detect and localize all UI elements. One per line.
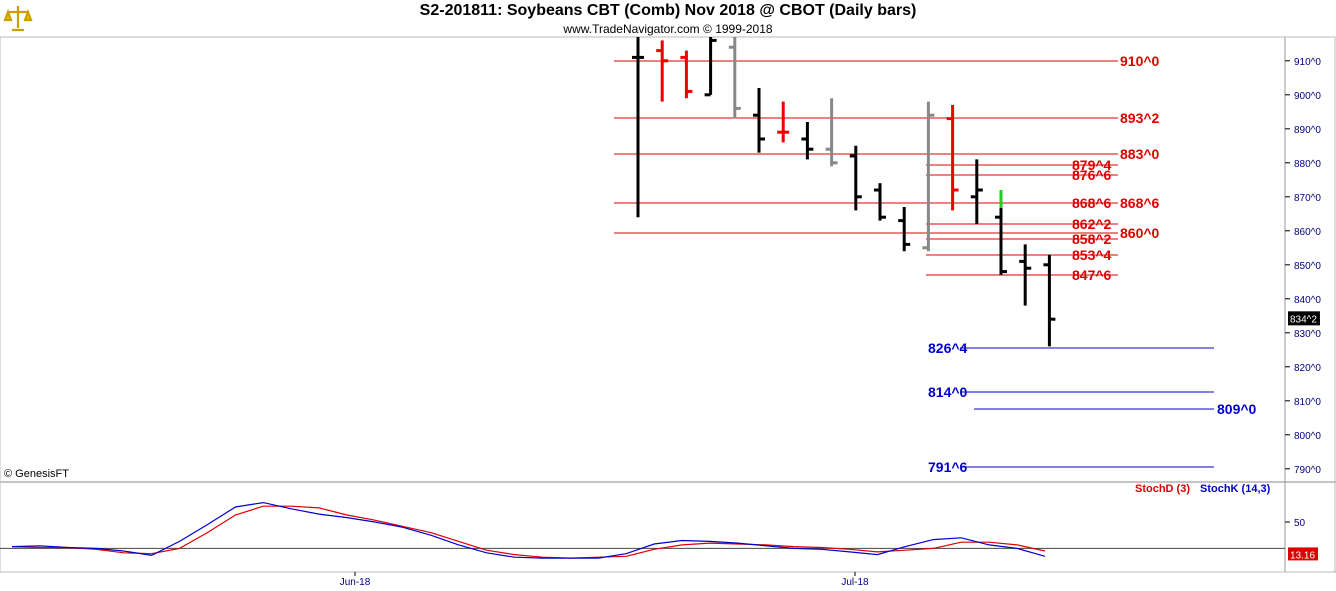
resistance-label: 868^6 xyxy=(1072,195,1112,211)
resistance-label: 860^0 xyxy=(1120,225,1160,241)
chart-subtitle: www.TradeNavigator.com © 1999-2018 xyxy=(563,22,773,36)
resistance-label: 862^2 xyxy=(1072,216,1112,232)
resistance-label: 883^0 xyxy=(1120,146,1160,162)
resistance-label: 893^2 xyxy=(1120,110,1160,126)
legend-stochk[interactable]: StochK (14,3) xyxy=(1200,483,1271,495)
price-tick-label: 900^0 xyxy=(1294,91,1321,102)
chart-title: S2-201811: Soybeans CBT (Comb) Nov 2018 … xyxy=(419,2,917,19)
support-label: 814^0 xyxy=(928,384,968,400)
price-tick-label: 870^0 xyxy=(1294,193,1321,204)
price-tick-label: 840^0 xyxy=(1294,295,1321,306)
price-tick-label: 810^0 xyxy=(1294,397,1321,408)
price-bars xyxy=(632,37,1056,347)
price-tick-label: 850^0 xyxy=(1294,261,1321,272)
price-tick-label: 910^0 xyxy=(1294,57,1321,68)
resistance-label: 853^4 xyxy=(1072,247,1112,263)
stoch-value-label: 13.16 xyxy=(1290,550,1315,561)
last-price-label: 834^2 xyxy=(1290,314,1317,325)
support-label: 826^4 xyxy=(928,340,968,356)
trade-navigator-logo-icon xyxy=(3,6,33,32)
resistance-label: 847^6 xyxy=(1072,267,1112,283)
date-axis: Jun-18 Jul-18 xyxy=(340,572,869,588)
copyright-note: © GenesisFT xyxy=(4,468,69,480)
price-tick-label: 830^0 xyxy=(1294,329,1321,340)
resistance-label: 858^2 xyxy=(1072,231,1112,247)
price-tick-label: 880^0 xyxy=(1294,159,1321,170)
resistance-label: 879^4 xyxy=(1072,157,1112,173)
stochastic-panel: 50 13.16 xyxy=(0,501,1318,561)
price-axis: 790^0 800^0 810^0 820^0 830^0 840^0 850^0 860^0… xyxy=(1285,57,1321,476)
price-tick-label: 860^0 xyxy=(1294,227,1321,238)
date-tick-label: Jul-18 xyxy=(841,577,869,588)
resistance-label: 910^0 xyxy=(1120,53,1160,69)
legend-stochd[interactable]: StochD (3) xyxy=(1135,483,1190,495)
stoch-value-badge xyxy=(1288,547,1318,561)
date-tick-label: Jun-18 xyxy=(340,577,371,588)
chart-border xyxy=(0,36,1336,573)
price-tick-label: 790^0 xyxy=(1294,465,1321,476)
support-label: 791^6 xyxy=(928,459,968,475)
price-tick-label: 820^0 xyxy=(1294,363,1321,374)
price-tick-label: 800^0 xyxy=(1294,431,1321,442)
resistance-label: 868^6 xyxy=(1120,195,1160,211)
price-tick-label: 890^0 xyxy=(1294,125,1321,136)
last-price-badge xyxy=(1288,311,1320,326)
stochk-line xyxy=(11,501,1046,559)
chart-frame xyxy=(0,36,1336,573)
support-label: 809^0 xyxy=(1217,401,1257,417)
stochd-line xyxy=(11,505,1046,559)
stoch-tick-label: 50 xyxy=(1294,518,1306,529)
resistance-label: 876^6 xyxy=(1072,167,1112,183)
